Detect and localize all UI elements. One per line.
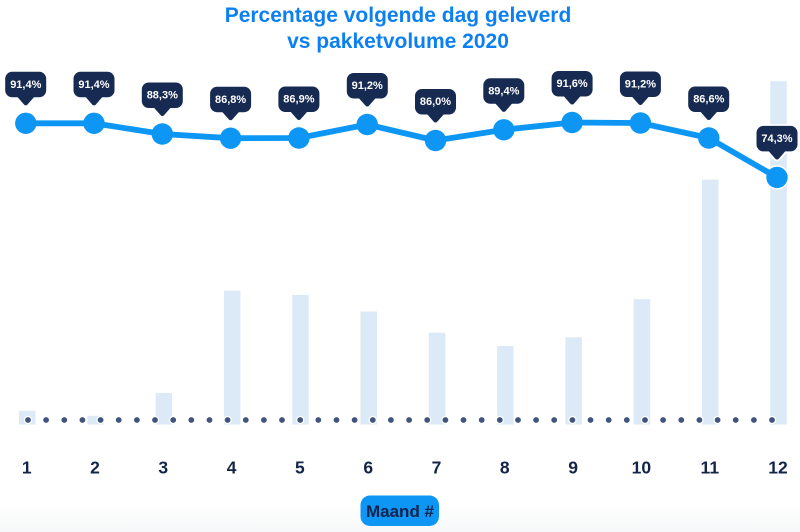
svg-text:88,3%: 88,3% bbox=[147, 90, 178, 102]
svg-text:1: 1 bbox=[22, 458, 32, 478]
svg-text:86,9%: 86,9% bbox=[283, 94, 314, 106]
svg-text:86,6%: 86,6% bbox=[693, 94, 724, 106]
svg-text:11: 11 bbox=[701, 458, 720, 478]
svg-text:91,4%: 91,4% bbox=[78, 79, 109, 91]
svg-text:74,3%: 74,3% bbox=[761, 133, 792, 145]
svg-text:86,8%: 86,8% bbox=[215, 94, 246, 106]
svg-text:4: 4 bbox=[227, 458, 237, 478]
svg-text:2: 2 bbox=[90, 458, 100, 478]
svg-text:3: 3 bbox=[158, 458, 168, 478]
svg-text:91,2%: 91,2% bbox=[352, 80, 383, 92]
svg-text:6: 6 bbox=[363, 458, 373, 478]
svg-text:12: 12 bbox=[768, 458, 788, 478]
svg-text:5: 5 bbox=[295, 458, 305, 478]
svg-text:8: 8 bbox=[500, 458, 510, 478]
svg-text:10: 10 bbox=[632, 458, 652, 478]
svg-text:91,4%: 91,4% bbox=[10, 79, 41, 91]
svg-text:Maand #: Maand # bbox=[366, 502, 435, 521]
svg-text:86,0%: 86,0% bbox=[420, 96, 451, 108]
svg-text:91,6%: 91,6% bbox=[556, 78, 587, 90]
svg-text:91,2%: 91,2% bbox=[625, 79, 656, 91]
svg-text:89,4%: 89,4% bbox=[488, 86, 519, 98]
svg-text:7: 7 bbox=[432, 458, 442, 478]
svg-text:9: 9 bbox=[568, 458, 578, 478]
